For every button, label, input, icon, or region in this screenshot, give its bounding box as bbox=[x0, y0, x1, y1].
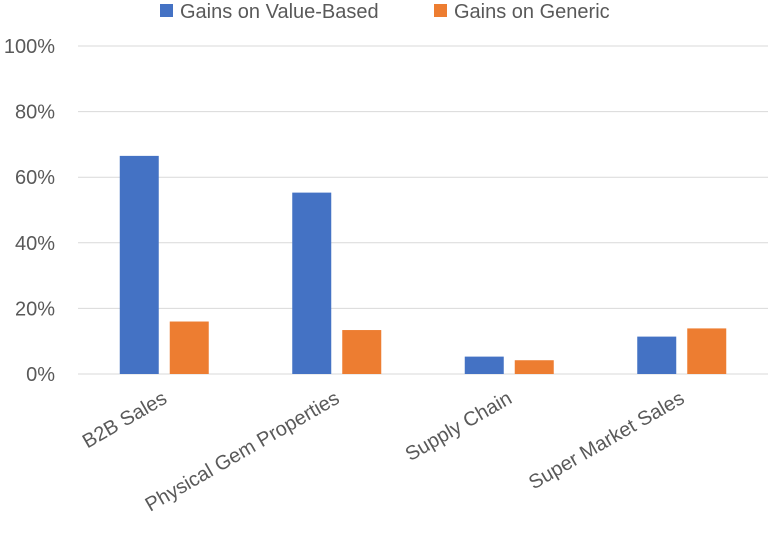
y-tick-label: 100% bbox=[4, 36, 55, 58]
bar-generic-0 bbox=[169, 321, 209, 374]
x-category-label: Super Market Sales bbox=[525, 387, 688, 494]
x-category-label: Physical Gem Properties bbox=[142, 387, 344, 516]
legend-label: Gains on Value-Based bbox=[180, 1, 379, 23]
y-tick-label: 0% bbox=[26, 364, 55, 386]
bar-generic-1 bbox=[342, 330, 382, 374]
bars bbox=[119, 155, 727, 374]
y-tick-label: 40% bbox=[15, 233, 55, 255]
x-category-label: B2B Sales bbox=[79, 387, 171, 453]
bar-value-based-1 bbox=[292, 192, 332, 374]
bar-value-based-2 bbox=[464, 356, 504, 374]
y-tick-label: 80% bbox=[15, 102, 55, 124]
legend-label: Gains on Generic bbox=[454, 1, 610, 23]
legend-swatch bbox=[160, 4, 173, 17]
bar-generic-2 bbox=[514, 360, 554, 374]
x-category-label: Supply Chain bbox=[402, 387, 516, 466]
y-axis-tick-labels: 0% 20% 40% 60% 80% 100% bbox=[4, 36, 55, 386]
y-tick-label: 60% bbox=[15, 167, 55, 189]
legend: Gains on Value-Based Gains on Generic bbox=[160, 1, 610, 23]
bar-value-based-0 bbox=[119, 155, 159, 374]
bar-generic-3 bbox=[687, 328, 727, 374]
y-tick-label: 20% bbox=[15, 298, 55, 320]
bar-value-based-3 bbox=[637, 336, 677, 374]
legend-swatch bbox=[434, 4, 447, 17]
